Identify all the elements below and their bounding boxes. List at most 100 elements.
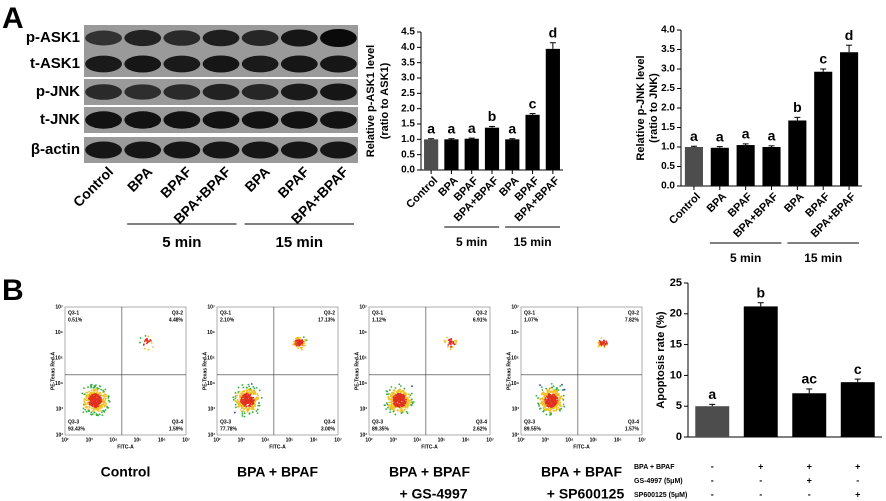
event-dot [101,403,104,406]
flow-x-tick: 10⁵ [590,437,599,443]
event-dot [250,383,253,385]
event-dot [402,395,405,397]
event-dot [402,410,405,413]
blot-row-label: p-ASK1 [26,29,80,46]
event-dot [559,405,562,407]
event-dot [406,401,409,404]
event-dot [406,397,409,400]
event-dot [94,408,97,411]
y-tick-label: 0.0 [661,181,675,192]
event-dot [91,393,93,396]
bar [505,139,520,170]
event-dot [603,341,606,344]
flow-y-tick: 10⁵ [511,356,520,362]
event-dot [297,340,300,342]
event-dot [95,398,97,401]
flow-x-tick: 10³ [86,437,94,443]
event-dot [240,399,243,401]
blot-band [163,55,201,73]
event-dot [411,402,414,405]
event-dot [90,389,93,392]
y-tick-label: 4.0 [661,25,675,36]
quadrant-value: 89.35% [372,426,390,432]
quadrant-value: 1.07% [524,317,539,323]
event-dot [241,400,243,403]
event-dot [557,406,560,409]
bar [525,114,540,170]
flow-x-tick: 10⁴ [109,437,118,443]
event-dot [93,389,96,392]
significance-letter: a [716,128,724,144]
event-dot [405,396,407,399]
quadrant-value: 6.91% [473,317,488,323]
event-dot [139,341,141,344]
flow-x-tick: 10⁷ [638,437,646,443]
event-dot [245,395,248,397]
quadrant-name: Q3-2 [172,310,183,316]
event-dot [559,401,562,404]
flow-y-tick: 10⁶ [359,330,367,336]
blot-band [241,141,279,159]
event-dot [394,413,397,416]
event-dot [406,404,409,406]
event-dot [396,409,399,411]
y-tick-label: 25 [670,277,682,289]
event-dot [245,386,248,389]
y-tick-label: 0.5 [401,149,415,160]
quadrant-value: 3.00% [321,426,336,432]
event-dot [303,342,306,345]
y-tick-label: 3.5 [661,44,675,55]
event-dot [598,342,600,345]
bar [695,406,730,437]
flow-x-tick: 10³ [390,437,398,443]
event-dot [388,398,391,400]
event-dot [544,405,547,407]
event-dot [395,396,398,399]
event-dot [449,348,452,351]
event-dot [543,409,545,412]
event-dot [238,390,241,393]
event-dot [547,393,550,396]
flow-y-label: PE-Texas Red-A [506,351,512,390]
treatment-mark: + [758,461,763,471]
blot-band [85,55,122,73]
treatment-mark: + [855,489,860,499]
event-dot [96,392,99,395]
event-dot [100,409,102,412]
event-dot [253,408,255,411]
event-dot [139,337,142,339]
event-dot [93,411,96,414]
flow-y-label: PE-Texas Red-A [202,351,208,390]
treatment-mark: - [759,475,762,485]
event-dot [299,339,302,342]
flow-y-tick: 10⁵ [55,356,64,362]
blot-band [124,29,162,47]
flow-frame [368,306,491,436]
event-dot [412,401,415,403]
event-dot [553,390,556,392]
event-dot [256,393,259,396]
event-dot [393,393,396,395]
quadrant-value: 4.48% [169,317,184,323]
event-dot [242,410,245,412]
flow-y-tick: 10⁷ [511,304,519,310]
event-dot [254,399,257,402]
event-dot [394,399,397,402]
quadrant-value: 2.10% [220,317,235,323]
event-dot [100,394,103,397]
quadrant-value: 17.13% [318,317,336,323]
flow-y-tick: 10⁴ [511,381,520,387]
event-dot [241,390,244,393]
event-dot [241,404,244,407]
event-dot [297,341,299,344]
event-dot [244,393,247,396]
event-dot [92,403,95,405]
blot-band [241,30,279,46]
y-axis-label: (ratio to JNK) [648,73,660,143]
event-dot [383,404,386,407]
event-dot [549,393,552,396]
y-tick-label: 0 [676,431,682,443]
flow-caption: BPA + BPAF [237,464,318,480]
event-dot [95,394,97,397]
event-dot [551,386,554,389]
